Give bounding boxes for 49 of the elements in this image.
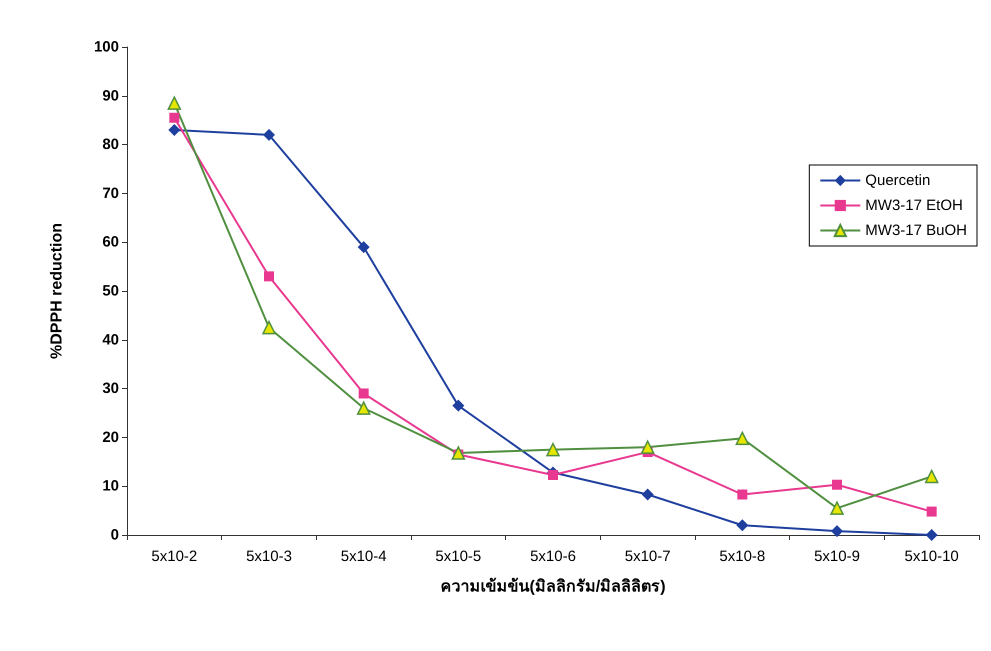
x-tick-label: 5x10-5 (435, 548, 482, 565)
point (358, 388, 369, 398)
y-tick-label: 0 (110, 526, 119, 544)
point (452, 400, 464, 412)
point (926, 506, 937, 517)
point (832, 480, 842, 490)
point (642, 488, 654, 500)
x-tick-label: 5x10-8 (719, 548, 766, 565)
x-axis-title: ความเข้มข้น(มิลลิกรัม/มิลลิลิตร) (440, 578, 666, 596)
point (168, 124, 180, 136)
point (169, 112, 180, 123)
y-tick-label: 50 (102, 282, 119, 300)
x-tick-label: 5x10-7 (624, 548, 671, 565)
x-tick-label: 5x10-10 (904, 548, 959, 565)
legend-label: MW3-17 BuOH (865, 222, 968, 239)
point (830, 501, 844, 515)
point (831, 525, 843, 538)
x-tick-label: 5x10-9 (814, 548, 860, 565)
point (736, 519, 748, 532)
y-tick-label: 80 (102, 136, 119, 154)
point (736, 432, 750, 446)
point (452, 446, 466, 460)
x-tick-label: 5x10-6 (530, 548, 576, 565)
point (548, 470, 558, 480)
x-tick-label: 5x10-2 (151, 548, 198, 565)
y-tick-label: 40 (102, 331, 119, 348)
point (263, 128, 275, 141)
point (358, 241, 370, 254)
y-tick-label: 100 (94, 38, 119, 56)
point (264, 271, 274, 282)
x-tick-label: 5x10-3 (246, 548, 292, 565)
point (926, 529, 938, 541)
y-tick-label: 20 (102, 428, 119, 446)
legend-label: MW3-17 EtOH (865, 197, 963, 214)
point (168, 96, 182, 110)
y-tick-label: 60 (102, 234, 119, 251)
y-axis-title: %DPPH reduction (48, 222, 66, 360)
y-tick-label: 30 (102, 380, 119, 398)
point (546, 442, 560, 456)
point (924, 470, 938, 484)
y-tick-label: 90 (102, 87, 119, 104)
legend-label: Quercetin (865, 172, 930, 189)
point (737, 489, 748, 500)
y-tick-label: 70 (102, 184, 119, 202)
point (262, 320, 276, 334)
x-tick-label: 5x10-4 (340, 548, 387, 565)
point (356, 401, 370, 415)
y-tick-label: 10 (102, 478, 119, 495)
point (640, 440, 654, 454)
